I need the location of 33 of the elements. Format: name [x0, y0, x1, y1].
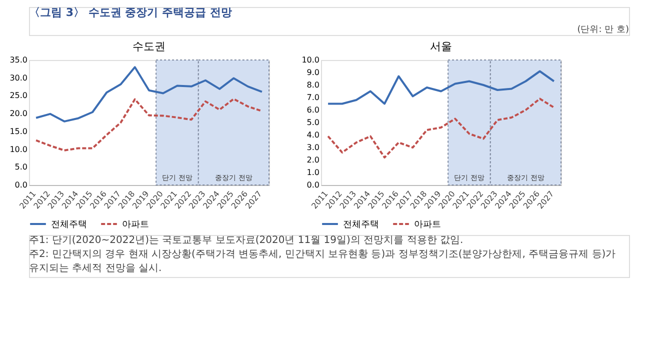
line-series	[327, 98, 555, 158]
line-series	[35, 66, 263, 122]
text: 주1: 단기(2020~2022년)는 국토교통부 보도자료(2020년 11월 19일)의 전망치를 적용한 값임.	[29, 235, 464, 246]
y-tick-label: 5.0	[306, 118, 320, 127]
line-series	[327, 70, 555, 105]
y-tick-label: 2.0	[306, 156, 320, 164]
y-tick-label: 9.0	[306, 68, 320, 77]
y-tick-label: 5.0	[14, 162, 28, 172]
y-tick-label: 8.0	[306, 80, 320, 90]
y-tick-label: 3.0	[306, 143, 320, 152]
y-tick-label: 10.0	[10, 144, 28, 154]
y-tick-label: 0.0	[14, 180, 28, 190]
y-tick-label: 25.0	[10, 91, 28, 100]
y-tick-label: 0.0	[306, 180, 320, 190]
legend-label: 전체주택	[343, 220, 379, 230]
chart-title: 서울	[430, 40, 452, 53]
line-series	[35, 98, 263, 152]
y-tick-label: 6.0	[306, 106, 320, 114]
y-tick-label: 10.0	[302, 56, 320, 64]
y-tick-label: 7.0	[306, 93, 320, 102]
y-tick-label: 4.0	[306, 130, 320, 140]
y-tick-label: 15.0	[10, 126, 28, 136]
y-tick-label: 30.0	[10, 73, 28, 82]
legend-label: 아파트	[122, 220, 149, 230]
text: (단위: 만 호)	[577, 25, 629, 35]
legend-label: 전체주택	[51, 220, 87, 230]
legend-label: 아파트	[414, 220, 441, 230]
y-tick-label: 1.0	[306, 168, 320, 177]
y-tick-label: 35.0	[10, 56, 28, 64]
y-tick-label: 20.0	[10, 109, 28, 118]
text: 주2: 민간택지의 경우 현재 시장상황(주택가격 변동추세, 민간택지 보유현황 등)과 정부정책기조(분양가상한제, 주택금융규제 등)가 유지되는 추세적 전망을 실시.	[29, 249, 616, 274]
text: 〈그림 3〉 수도권 중장기 주택공급 전망	[29, 6, 232, 19]
chart-title: 수도권	[132, 40, 166, 53]
